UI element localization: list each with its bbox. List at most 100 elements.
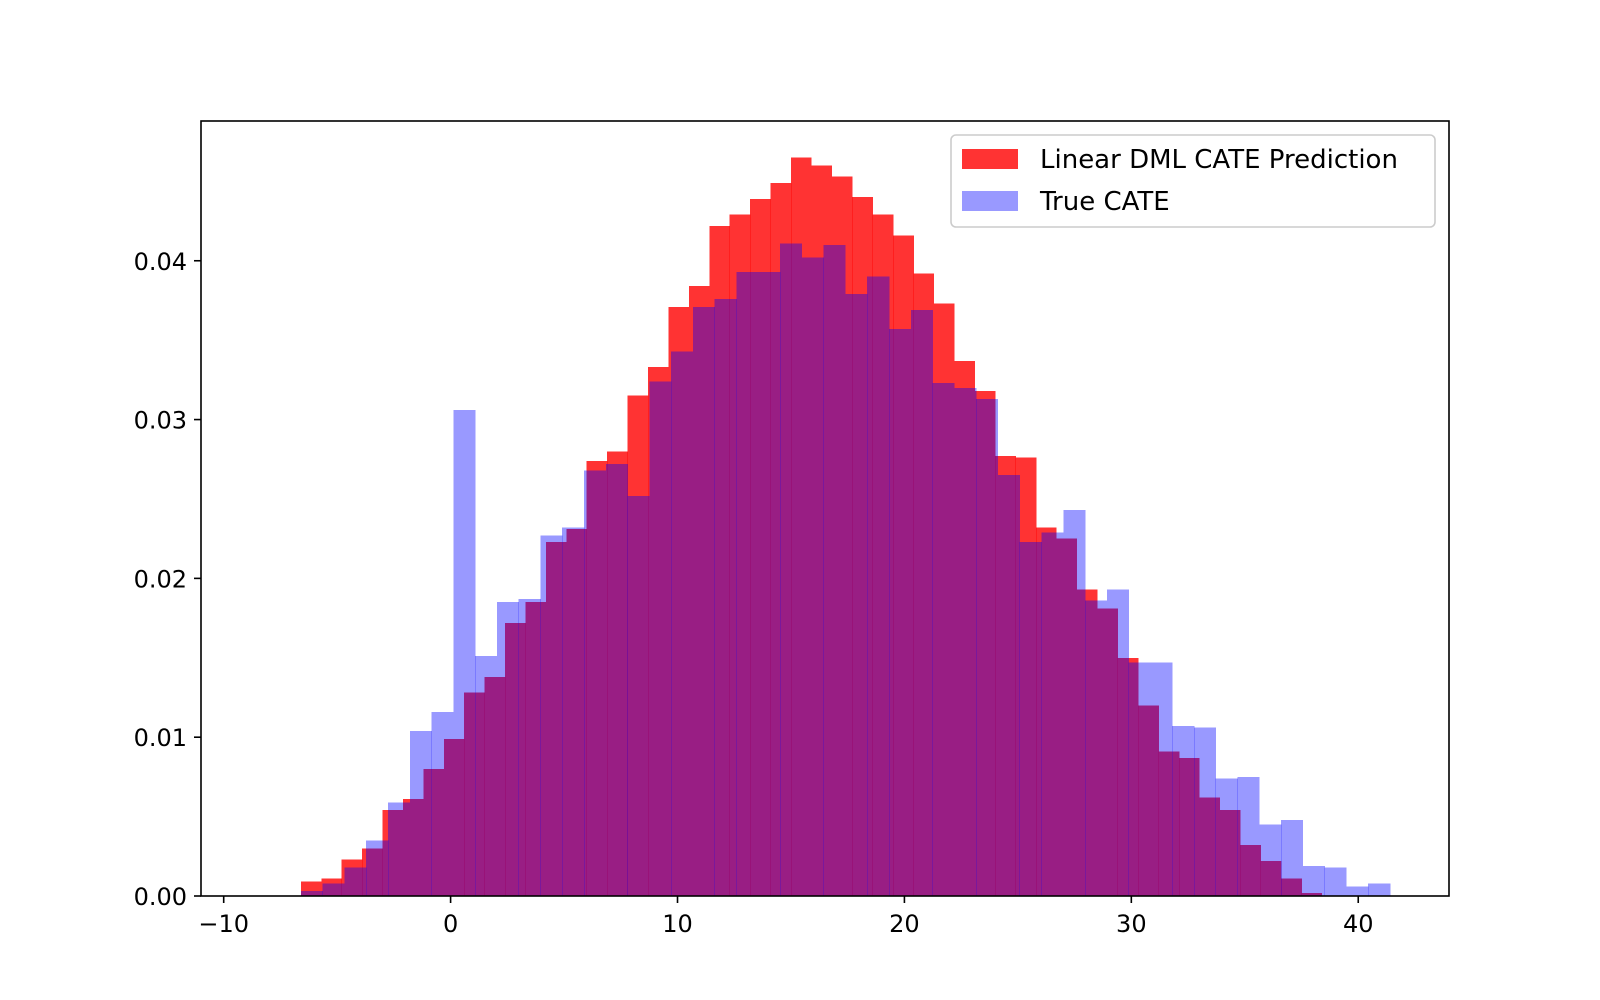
bar-true-cate-48 bbox=[1346, 886, 1369, 896]
bar-linear-dml-36 bbox=[1036, 527, 1057, 896]
bar-true-cate-15 bbox=[627, 495, 650, 896]
bar-linear-dml-23 bbox=[770, 182, 792, 897]
bar-true-cate-34 bbox=[1041, 532, 1064, 896]
bar-linear-dml-19 bbox=[688, 286, 710, 896]
bar-linear-dml-38 bbox=[1076, 589, 1098, 896]
bar-true-cate-20 bbox=[736, 271, 759, 896]
bar-linear-dml-6 bbox=[423, 768, 445, 896]
bar-true-cate-24 bbox=[823, 244, 846, 897]
x-tick-label: −10 bbox=[198, 910, 249, 938]
bar-linear-dml-24 bbox=[790, 157, 812, 897]
bar-true-cate-16 bbox=[649, 381, 672, 896]
series-linear-dml-bars bbox=[300, 157, 1323, 897]
bar-linear-dml-42 bbox=[1158, 751, 1180, 896]
bar-true-cate-11 bbox=[540, 535, 563, 896]
bar-linear-dml-20 bbox=[709, 225, 730, 897]
bar-true-cate-32 bbox=[997, 475, 1020, 896]
bar-true-cate-13 bbox=[584, 470, 607, 896]
bar-linear-dml-21 bbox=[729, 214, 751, 896]
bar-true-cate-36 bbox=[1085, 600, 1108, 896]
bar-true-cate-30 bbox=[954, 387, 977, 896]
bar-true-cate-29 bbox=[932, 383, 955, 896]
bar-linear-dml-16 bbox=[627, 395, 649, 896]
bar-true-cate-37 bbox=[1106, 589, 1129, 896]
bar-linear-dml-37 bbox=[1056, 538, 1078, 896]
bar-true-cate-25 bbox=[845, 294, 868, 897]
bar-linear-dml-10 bbox=[505, 622, 526, 896]
legend-swatch-linear-dml bbox=[962, 149, 1018, 169]
bar-linear-dml-15 bbox=[607, 451, 628, 896]
bar-linear-dml-17 bbox=[648, 367, 669, 896]
bar-linear-dml-2 bbox=[341, 859, 363, 896]
bar-linear-dml-32 bbox=[954, 360, 976, 897]
bar-linear-dml-3 bbox=[362, 848, 383, 896]
bar-linear-dml-48 bbox=[1281, 878, 1302, 896]
bar-linear-dml-22 bbox=[750, 198, 771, 896]
bar-linear-dml-31 bbox=[933, 303, 955, 897]
y-tick-label: 0.01 bbox=[134, 724, 187, 752]
bar-linear-dml-26 bbox=[831, 176, 853, 897]
bar-true-cate-12 bbox=[562, 527, 585, 896]
bar-linear-dml-8 bbox=[464, 692, 485, 896]
bar-linear-dml-9 bbox=[484, 676, 506, 896]
legend: Linear DML CATE Prediction True CATE bbox=[950, 134, 1436, 228]
bar-true-cate-2 bbox=[344, 867, 367, 896]
bar-linear-dml-33 bbox=[974, 390, 996, 896]
bar-true-cate-5 bbox=[409, 730, 432, 896]
bar-true-cate-14 bbox=[605, 464, 628, 896]
bar-true-cate-40 bbox=[1172, 726, 1195, 896]
bar-true-cate-4 bbox=[387, 802, 411, 896]
bar-linear-dml-41 bbox=[1138, 705, 1159, 896]
bar-linear-dml-25 bbox=[811, 165, 833, 896]
x-tick-label: 10 bbox=[662, 910, 693, 938]
bar-true-cate-46 bbox=[1302, 865, 1325, 896]
bar-true-cate-10 bbox=[518, 599, 541, 896]
bar-linear-dml-44 bbox=[1199, 797, 1221, 896]
bar-true-cate-41 bbox=[1193, 727, 1217, 896]
bar-true-cate-49 bbox=[1368, 883, 1391, 896]
bar-linear-dml-12 bbox=[545, 541, 567, 896]
y-tick-label: 0.03 bbox=[134, 407, 187, 435]
bar-true-cate-0 bbox=[300, 891, 323, 896]
bar-true-cate-28 bbox=[910, 309, 933, 896]
bar-linear-dml-1 bbox=[321, 878, 342, 896]
x-axis: −10 0 10 20 30 40 bbox=[198, 896, 1374, 938]
y-axis: 0.00 0.01 0.02 0.03 0.04 bbox=[134, 248, 201, 911]
bar-linear-dml-35 bbox=[1015, 457, 1037, 896]
bar-true-cate-31 bbox=[976, 398, 999, 896]
bar-linear-dml-5 bbox=[402, 799, 424, 896]
bar-true-cate-17 bbox=[671, 351, 694, 897]
bar-linear-dml-7 bbox=[443, 738, 465, 896]
legend-box bbox=[950, 134, 1436, 228]
series-true-cate-bars bbox=[300, 243, 1391, 897]
bar-true-cate-33 bbox=[1019, 541, 1042, 896]
y-tick-label: 0.02 bbox=[134, 565, 187, 593]
x-tick-label: 20 bbox=[889, 910, 920, 938]
x-tick-label: 30 bbox=[1116, 910, 1147, 938]
bar-linear-dml-14 bbox=[586, 460, 608, 896]
bar-true-cate-43 bbox=[1237, 776, 1260, 896]
bar-true-cate-1 bbox=[322, 883, 345, 896]
x-tick-label: 0 bbox=[443, 910, 458, 938]
bar-true-cate-7 bbox=[453, 410, 476, 896]
bar-true-cate-9 bbox=[496, 602, 519, 896]
bar-linear-dml-28 bbox=[872, 214, 894, 896]
bar-true-cate-21 bbox=[758, 271, 781, 896]
bar-true-cate-19 bbox=[714, 298, 737, 896]
bar-true-cate-6 bbox=[431, 711, 454, 896]
bar-true-cate-42 bbox=[1215, 778, 1238, 896]
bar-linear-dml-40 bbox=[1117, 657, 1139, 896]
bar-true-cate-39 bbox=[1150, 662, 1173, 896]
bar-linear-dml-43 bbox=[1178, 757, 1200, 896]
bar-linear-dml-47 bbox=[1260, 861, 1282, 896]
bar-true-cate-47 bbox=[1324, 867, 1347, 896]
bar-linear-dml-46 bbox=[1240, 845, 1261, 896]
legend-label-linear-dml: Linear DML CATE Prediction bbox=[1040, 145, 1398, 175]
bar-true-cate-23 bbox=[801, 257, 824, 896]
bar-linear-dml-30 bbox=[913, 273, 935, 897]
y-tick-label: 0.04 bbox=[134, 248, 187, 276]
bar-linear-dml-0 bbox=[300, 881, 322, 896]
bar-linear-dml-18 bbox=[668, 306, 690, 896]
bar-true-cate-38 bbox=[1128, 662, 1151, 896]
